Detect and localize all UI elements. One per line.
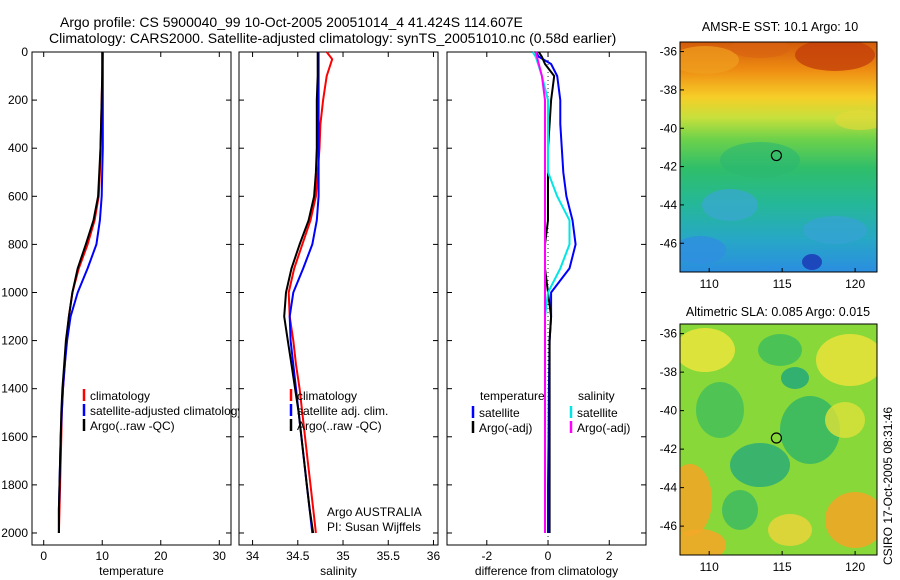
y-tick-label: 400 (8, 141, 28, 155)
sst-map-title: AMSR-E SST: 10.1 Argo: 10 (702, 20, 858, 34)
x-tick-label: 2 (606, 549, 613, 563)
salinity-profile-panel: 34 34.5 35 35.5 36 salinity climatologysatelli… (238, 51, 441, 578)
x-tick-label: -2 (481, 549, 492, 563)
sst-map-panel: AMSR-E SST: 10.1 Argo: 10 110 115 120 -36 -3… (660, 20, 878, 291)
map-y-tick-label: -44 (660, 481, 678, 495)
map-x-tick-label: 110 (700, 277, 719, 291)
x-tick-label: 20 (154, 549, 168, 563)
y-tick-label: 600 (8, 189, 28, 203)
map-y-tick-label: -46 (660, 236, 678, 250)
x-tick-label: 10 (96, 549, 110, 563)
y-tick-label: 1200 (1, 334, 28, 348)
y-tick-label: 1800 (1, 478, 28, 492)
figure-title-line-1: Argo profile: CS 5900040_99 10-Oct-2005 … (60, 14, 523, 30)
y-tick-label: 200 (8, 93, 28, 107)
legend-label: satellite (479, 406, 520, 420)
x-axis-label: difference from climatology (475, 564, 618, 578)
x-tick-label: 0 (40, 549, 47, 563)
map-x-tick-label: 120 (845, 560, 865, 574)
legend-label: climatology (297, 389, 357, 403)
y-tick-label: 800 (8, 237, 28, 251)
x-tick-label: 30 (213, 549, 227, 563)
x-tick-label: 35.5 (377, 549, 401, 563)
legend-label: Argo(-adj) (479, 421, 532, 435)
map-y-tick-label: -44 (660, 198, 678, 212)
legend-label: satellite adj. clim. (297, 404, 388, 418)
map-y-tick-label: -36 (660, 45, 678, 59)
legend-label: satellite-adjusted climatology (90, 404, 243, 418)
y-tick-label: 0 (21, 45, 28, 59)
x-axis-label: temperature (99, 564, 164, 578)
sla-heatmap-image (680, 324, 877, 555)
map-y-tick-label: -46 (660, 519, 678, 533)
legend-label: Argo(..raw -QC) (90, 419, 175, 433)
y-tick-label: 1600 (1, 430, 28, 444)
legend-heading: salinity (578, 389, 615, 403)
csiro-timestamp: CSIRO 17-Oct-2005 08:31:46 (881, 407, 895, 565)
sla-map-title: Altimetric SLA: 0.085 Argo: 0.015 (686, 305, 870, 319)
legend-label: Argo(-adj) (577, 421, 630, 435)
map-y-tick-label: -40 (660, 121, 678, 135)
x-tick-label: 34.5 (286, 549, 310, 563)
legend-label: Argo(..raw -QC) (297, 419, 382, 433)
float-location-marker (770, 432, 783, 444)
x-tick-label: 36 (427, 549, 441, 563)
y-tick-label: 1400 (1, 382, 28, 396)
temperature-profile-panel: 0 10 20 30 temperature 0 200 400 600 800 1000 1200 1… (1, 45, 243, 578)
map-x-tick-label: 115 (773, 277, 792, 291)
map-y-tick-label: -36 (660, 327, 678, 341)
salinity-panel-frame (238, 51, 439, 546)
x-axis-label: salinity (320, 564, 357, 578)
float-location-marker (770, 149, 783, 162)
float-annotation: PI: Susan Wijffels (327, 520, 421, 534)
map-y-tick-label: -40 (660, 404, 678, 418)
argo-line (283, 52, 319, 534)
x-tick-label: 0 (545, 549, 552, 563)
y-tick-label: 2000 (1, 526, 28, 540)
argo-line (57, 52, 104, 533)
map-y-tick-label: -38 (660, 83, 678, 97)
map-y-tick-label: -42 (660, 160, 678, 174)
map-x-tick-label: 115 (773, 560, 792, 574)
temperature-argo-adj-line (537, 51, 556, 533)
legend-label: satellite (577, 406, 618, 420)
x-tick-label: 35 (336, 549, 350, 563)
figure-title-line-2: Climatology: CARS2000. Satellite-adjuste… (49, 30, 616, 46)
sst-heatmap-image (680, 42, 877, 272)
temperature-panel-frame (31, 51, 232, 546)
legend-heading: temperature (480, 389, 545, 403)
map-y-tick-label: -38 (660, 365, 678, 379)
y-tick-label: 1000 (1, 285, 28, 299)
sla-map-panel: Altimetric SLA: 0.085 Argo: 0.015 110 115… (660, 305, 878, 574)
salinity-argo-adj-line (534, 51, 546, 533)
x-tick-label: 34 (246, 549, 260, 563)
float-annotation: Argo AUSTRALIA (327, 505, 422, 519)
map-x-tick-label: 110 (700, 560, 719, 574)
map-x-tick-label: 120 (845, 277, 865, 291)
climatology-line (287, 51, 334, 534)
legend-label: climatology (90, 389, 150, 403)
map-y-tick-label: -42 (660, 442, 678, 456)
